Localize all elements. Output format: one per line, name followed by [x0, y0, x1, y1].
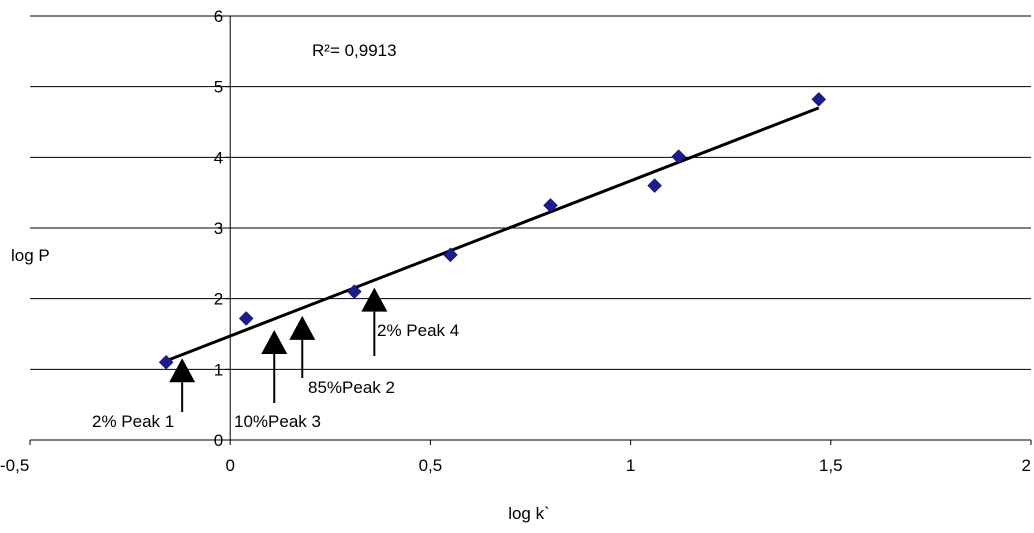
trendline [165, 106, 820, 363]
x-tick-label: 1,5 [819, 456, 843, 475]
peak-annotation-label: 10%Peak 3 [234, 412, 321, 431]
data-point [671, 149, 687, 164]
y-tick-label: 3 [214, 219, 223, 238]
r-squared-label: R²= 0,9913 [312, 41, 397, 60]
data-point [443, 247, 458, 263]
arrow-head [169, 358, 196, 383]
x-axis-label: log k` [508, 504, 550, 523]
data-point [346, 284, 362, 299]
data-point [543, 198, 558, 213]
arrow-head [261, 330, 288, 354]
regression-line [165, 106, 820, 363]
data-point [238, 311, 254, 326]
x-tick-label: 1 [626, 456, 635, 475]
x-tick-label: 2 [1022, 456, 1031, 475]
data-point [811, 92, 827, 107]
x-tick-label: -0,5 [0, 456, 29, 475]
y-tick-label: 1 [214, 360, 223, 379]
peak-annotation-label: 2% Peak 1 [92, 412, 174, 431]
arrow-head [289, 315, 316, 340]
y-tick-label: 0 [214, 431, 223, 450]
peak-annotations: 2% Peak 1 10%Peak 3 85%Peak 2 2% Peak 4 [92, 287, 459, 431]
grid-lines [30, 15, 1031, 370]
data-point [158, 354, 174, 370]
y-tick-label: 5 [214, 78, 223, 97]
peak-annotation-label: 85%Peak 2 [308, 378, 395, 397]
y-tick-label: 6 [214, 7, 223, 26]
peak-annotation-label: 2% Peak 4 [377, 321, 459, 340]
axes [29, 15, 1032, 445]
tick-labels: 0 1 2 3 4 5 6 -0,5 0 0,5 1 1,5 2 [0, 7, 1031, 475]
y-tick-label: 2 [214, 290, 223, 309]
y-axis-label: log P [11, 246, 50, 265]
x-tick-label: 0 [225, 456, 234, 475]
data-point [647, 178, 662, 193]
arrow-head [361, 287, 388, 312]
x-tick-label: 0,5 [419, 456, 443, 475]
y-tick-label: 4 [214, 148, 223, 167]
data-points [158, 92, 827, 370]
